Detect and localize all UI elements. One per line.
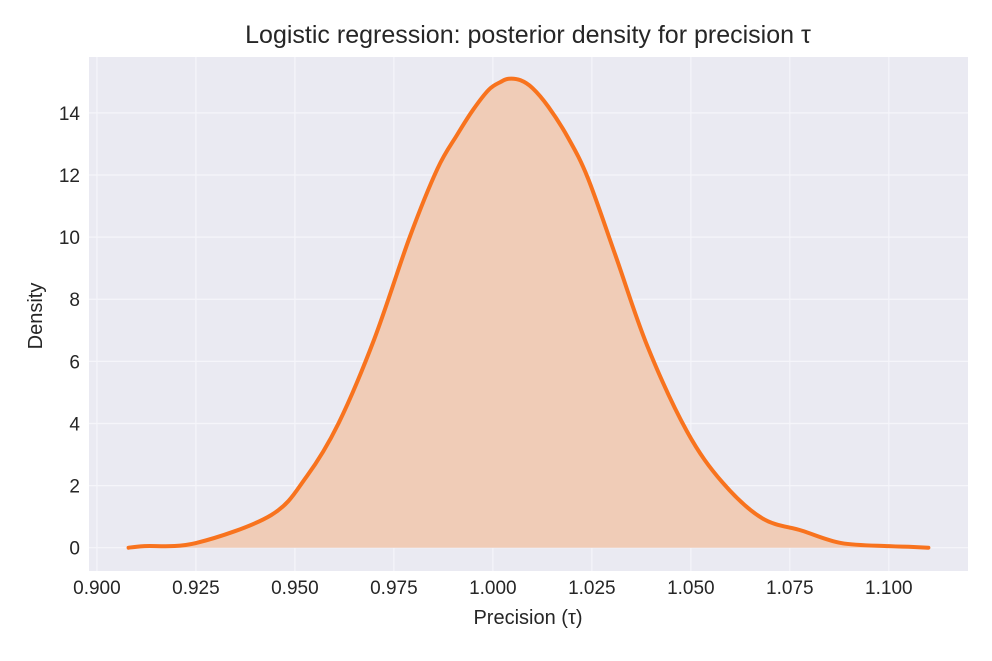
x-tick-label: 0.900 (73, 578, 121, 599)
x-tick-label: 1.050 (667, 578, 715, 599)
x-axis-ticks: 0.900 0.925 0.950 0.975 1.000 1.025 1.050 1.075… (73, 578, 912, 599)
x-tick-label: 0.925 (172, 578, 220, 599)
x-axis-label: Precision (τ) (473, 607, 582, 629)
x-tick-label: 0.975 (370, 578, 418, 599)
y-tick-label: 10 (59, 228, 80, 249)
y-tick-label: 8 (69, 290, 80, 311)
y-axis-ticks: 0 2 4 6 8 10 12 14 (59, 104, 81, 560)
y-tick-label: 4 (69, 414, 80, 435)
x-tick-label: 1.075 (766, 578, 814, 599)
y-tick-label: 14 (59, 104, 81, 125)
y-tick-label: 6 (69, 352, 80, 373)
chart-title: Logistic regression: posterior density f… (245, 21, 811, 49)
x-tick-label: 0.950 (271, 578, 319, 599)
y-tick-label: 2 (69, 477, 80, 498)
x-tick-label: 1.025 (568, 578, 616, 599)
y-tick-label: 0 (69, 539, 80, 560)
x-tick-label: 1.000 (469, 578, 517, 599)
y-tick-label: 12 (59, 166, 80, 187)
density-fill-area (128, 78, 929, 548)
x-tick-label: 1.100 (865, 578, 913, 599)
y-axis-label: Density (25, 283, 47, 350)
density-line (126, 76, 931, 550)
